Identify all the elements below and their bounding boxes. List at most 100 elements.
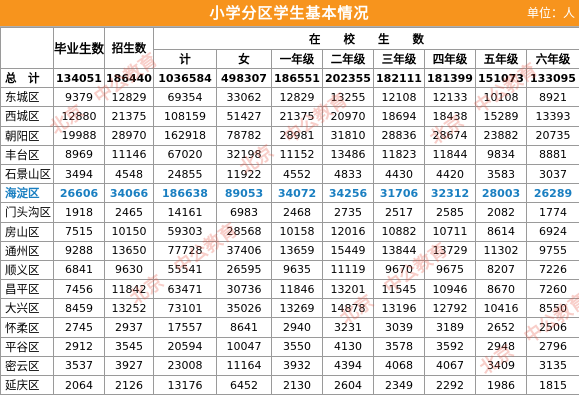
cell: 20970 bbox=[322, 106, 374, 127]
cell: 34066 bbox=[104, 183, 154, 204]
cell: 9379 bbox=[53, 87, 105, 108]
title-bar: 小学分区学生基本情况 单位：人 bbox=[0, 0, 579, 27]
cell: 2948 bbox=[475, 336, 527, 357]
table-row: 通州区 9288 13650 77728 37406 13659 15449 13844 137… bbox=[0, 240, 579, 261]
cell: 182111 bbox=[373, 67, 425, 89]
cell: 498307 bbox=[216, 67, 272, 89]
cell: 11842 bbox=[104, 279, 154, 300]
row-label: 大兴区 bbox=[0, 298, 54, 319]
header-graduates: 毕业生数 bbox=[53, 27, 105, 69]
cell: 2506 bbox=[526, 317, 579, 338]
cell: 2735 bbox=[322, 202, 374, 223]
cell: 18438 bbox=[424, 106, 476, 127]
header-grade: 四年级 bbox=[424, 49, 476, 69]
cell: 63471 bbox=[153, 279, 217, 300]
cell: 37406 bbox=[216, 240, 272, 261]
cell: 9755 bbox=[526, 240, 579, 261]
cell: 7260 bbox=[526, 279, 579, 300]
cell: 51427 bbox=[216, 106, 272, 127]
row-label: 门头沟区 bbox=[0, 202, 54, 223]
cell: 6924 bbox=[526, 221, 579, 242]
cell: 34256 bbox=[322, 183, 374, 204]
cell: 4833 bbox=[322, 163, 374, 185]
cell: 9288 bbox=[53, 240, 105, 261]
cell: 3545 bbox=[104, 336, 154, 357]
cell: 13196 bbox=[373, 298, 425, 319]
cell: 2064 bbox=[53, 374, 105, 396]
unit-label: 单位：人 bbox=[526, 6, 575, 20]
cell: 6452 bbox=[216, 374, 272, 396]
cell: 73101 bbox=[153, 298, 217, 319]
student-table: 毕业生数 招生数 在 校 生 数 计 女 一年级 二年级 三年级 四年级 五年级… bbox=[0, 27, 579, 396]
header-female: 女 bbox=[216, 49, 272, 69]
cell: 3932 bbox=[271, 355, 323, 377]
cell: 59303 bbox=[153, 221, 217, 242]
table-row: 门头沟区 1918 2465 14161 6983 2468 2735 2517 2585 208… bbox=[0, 202, 579, 223]
cell: 10150 bbox=[104, 221, 154, 242]
cell: 4430 bbox=[373, 163, 425, 185]
cell: 10158 bbox=[271, 221, 323, 242]
cell: 8641 bbox=[216, 317, 272, 338]
cell: 10047 bbox=[216, 336, 272, 357]
cell: 17557 bbox=[153, 317, 217, 338]
cell: 12016 bbox=[322, 221, 374, 242]
header-enrollment: 招生数 bbox=[104, 27, 154, 69]
cell: 186440 bbox=[104, 67, 154, 89]
cell: 3578 bbox=[373, 336, 425, 357]
cell: 9670 bbox=[373, 259, 425, 281]
cell: 19988 bbox=[53, 125, 105, 146]
header-total: 计 bbox=[153, 49, 217, 69]
cell: 8670 bbox=[475, 279, 527, 300]
header-grade: 三年级 bbox=[373, 49, 425, 69]
cell: 151073 bbox=[475, 67, 527, 89]
cell: 12829 bbox=[104, 87, 154, 108]
header-in-school: 在 校 生 数 bbox=[153, 27, 579, 50]
cell: 4552 bbox=[271, 163, 323, 185]
cell: 11302 bbox=[475, 240, 527, 261]
cell: 28568 bbox=[216, 221, 272, 242]
cell: 1986 bbox=[475, 374, 527, 396]
row-label: 东城区 bbox=[0, 87, 54, 108]
cell: 28674 bbox=[424, 125, 476, 146]
table-row: 朝阳区 19988 28970 162918 78782 28981 31810 28836 2… bbox=[0, 125, 579, 146]
cell: 2465 bbox=[104, 202, 154, 223]
cell: 7515 bbox=[53, 221, 105, 242]
cell: 21375 bbox=[104, 106, 154, 127]
cell: 15289 bbox=[475, 106, 527, 127]
row-label: 西城区 bbox=[0, 106, 54, 127]
table-row: 顺义区 6841 9630 55541 26595 9635 11119 9670 9675 82… bbox=[0, 259, 579, 281]
cell: 30736 bbox=[216, 279, 272, 300]
cell: 78782 bbox=[216, 125, 272, 146]
cell: 32198 bbox=[216, 144, 272, 165]
cell: 8550 bbox=[526, 298, 579, 319]
cell: 3037 bbox=[526, 163, 579, 185]
cell: 12133 bbox=[424, 87, 476, 108]
cell: 7226 bbox=[526, 259, 579, 281]
row-label: 房山区 bbox=[0, 221, 54, 242]
cell: 32312 bbox=[424, 183, 476, 204]
cell: 2082 bbox=[475, 202, 527, 223]
cell: 3583 bbox=[475, 163, 527, 185]
cell: 77728 bbox=[153, 240, 217, 261]
cell: 3039 bbox=[373, 317, 425, 338]
row-label: 顺义区 bbox=[0, 259, 54, 281]
cell: 181399 bbox=[424, 67, 476, 89]
cell: 23008 bbox=[153, 355, 217, 377]
table-row: 密云区 3537 3927 23008 11164 3932 4394 4068 4067 340… bbox=[0, 355, 579, 377]
table-row: 房山区 7515 10150 59303 28568 10158 12016 10882 107… bbox=[0, 221, 579, 242]
cell: 9630 bbox=[104, 259, 154, 281]
cell: 8881 bbox=[526, 144, 579, 165]
cell: 13201 bbox=[322, 279, 374, 300]
cell: 3927 bbox=[104, 355, 154, 377]
cell: 2937 bbox=[104, 317, 154, 338]
cell: 2585 bbox=[424, 202, 476, 223]
cell: 13393 bbox=[526, 106, 579, 127]
cell: 3592 bbox=[424, 336, 476, 357]
row-label: 昌平区 bbox=[0, 279, 54, 300]
cell: 3231 bbox=[322, 317, 374, 338]
cell: 4420 bbox=[424, 163, 476, 185]
table-row: 延庆区 2064 2126 13176 6452 2130 2604 2349 2292 1986… bbox=[0, 374, 579, 396]
cell: 89053 bbox=[216, 183, 272, 204]
row-label: 密云区 bbox=[0, 355, 54, 377]
cell: 11844 bbox=[424, 144, 476, 165]
